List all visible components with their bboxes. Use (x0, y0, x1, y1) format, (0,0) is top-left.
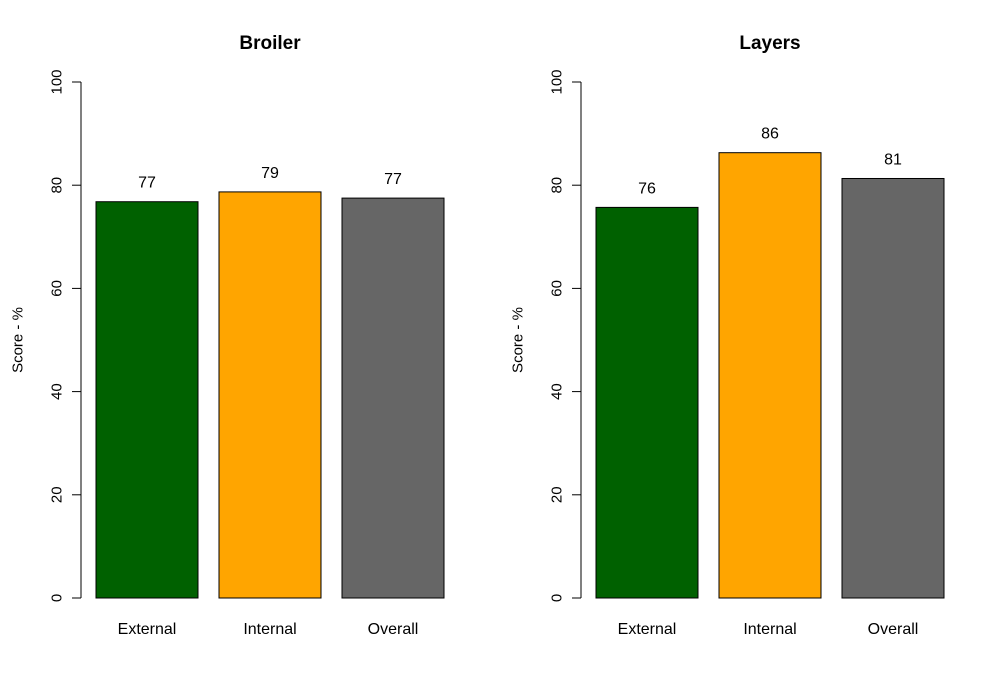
y-tick-label: 40 (49, 383, 66, 400)
bar-external (96, 202, 198, 598)
category-label: Overall (868, 621, 919, 638)
bar-value-label: 77 (384, 171, 402, 188)
y-axis-label: Score - % (10, 307, 27, 373)
y-tick-label: 60 (549, 280, 566, 297)
bar-value-label: 77 (138, 175, 156, 192)
bar-external (596, 207, 698, 598)
y-tick-label: 60 (49, 280, 66, 297)
y-axis-label: Score - % (510, 307, 527, 373)
chart-panel-1: Layers 0 20 40 60 80 100 Score - % 76 External 86 I… (510, 33, 945, 638)
y-tick-label: 100 (49, 69, 66, 94)
bar-value-label: 86 (761, 126, 779, 143)
category-label: Overall (368, 621, 419, 638)
category-label: Internal (243, 621, 296, 638)
bar-internal (219, 192, 321, 598)
chart-title: Layers (739, 33, 800, 54)
y-tick-label: 0 (549, 594, 566, 602)
chart-title: Broiler (239, 33, 301, 54)
y-tick-label: 20 (549, 486, 566, 503)
category-label: External (118, 621, 177, 638)
chart-panel-0: Broiler 0 20 40 60 80 100 Score - % 77 External 79… (10, 33, 445, 638)
y-tick-label: 0 (49, 594, 66, 602)
y-tick-label: 40 (549, 383, 566, 400)
y-tick-label: 20 (49, 486, 66, 503)
bar-value-label: 79 (261, 165, 279, 182)
category-label: External (618, 621, 677, 638)
y-tick-label: 80 (49, 177, 66, 194)
bar-value-label: 76 (638, 180, 656, 197)
bar-overall (842, 178, 944, 598)
bar-internal (719, 153, 821, 598)
bar-overall (342, 198, 444, 598)
y-tick-label: 100 (549, 69, 566, 94)
category-label: Internal (743, 621, 796, 638)
bar-value-label: 81 (884, 151, 902, 168)
y-tick-label: 80 (549, 177, 566, 194)
